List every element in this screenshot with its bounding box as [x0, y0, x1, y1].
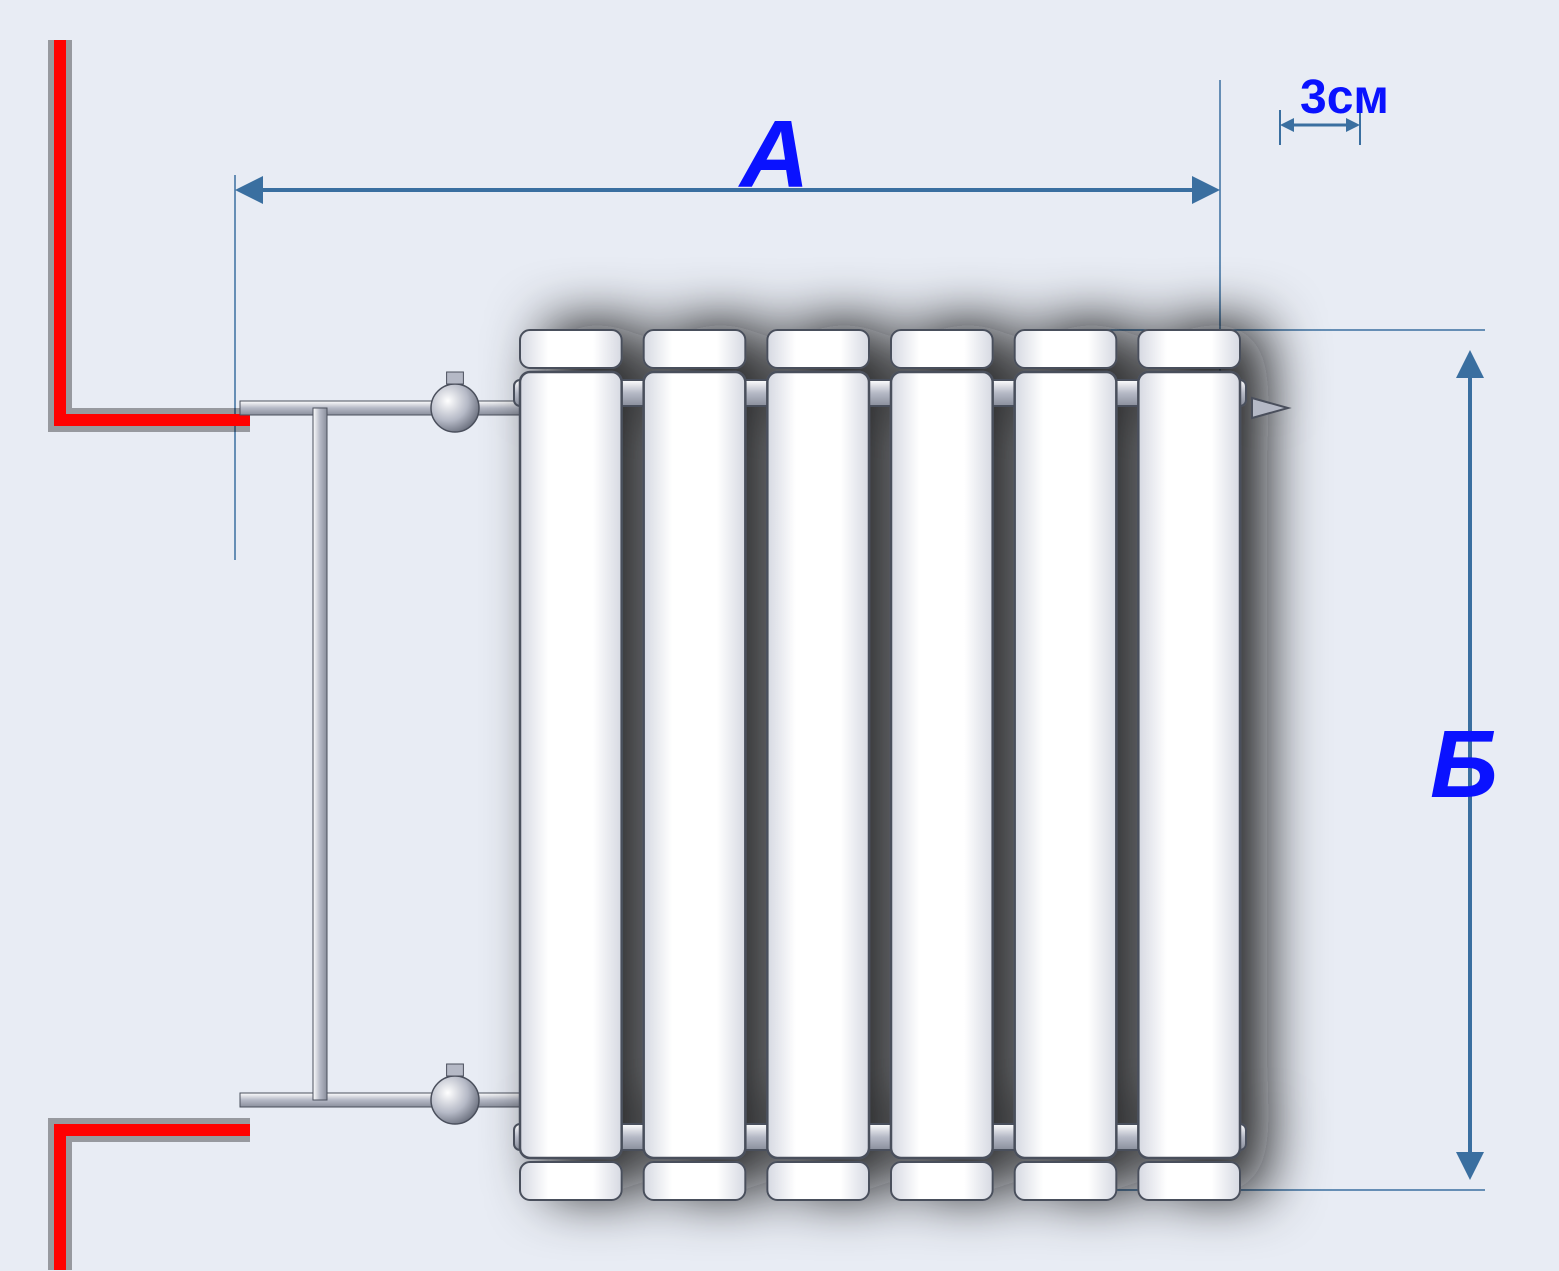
radiator-section — [1138, 330, 1240, 1200]
radiator-section — [520, 330, 622, 1200]
diagram-stage: А Б 3см — [0, 0, 1559, 1271]
air-vent — [1252, 398, 1288, 418]
valve-bottom — [431, 1076, 479, 1124]
label-3cm: 3см — [1300, 70, 1389, 125]
supply-pipe-bottom — [60, 1130, 250, 1270]
red-top-halo — [60, 40, 250, 420]
radiator-section — [644, 330, 746, 1200]
label-B: Б — [1430, 710, 1498, 820]
bypass-pipe — [313, 408, 327, 1100]
red-bot-halo — [60, 1130, 250, 1270]
radiator-section — [767, 330, 869, 1200]
radiator — [514, 330, 1246, 1200]
supply-pipe-top — [60, 40, 250, 420]
radiator-section — [891, 330, 993, 1200]
radiator-section — [1015, 330, 1117, 1200]
valve-top — [431, 384, 479, 432]
label-A: А — [740, 100, 809, 210]
